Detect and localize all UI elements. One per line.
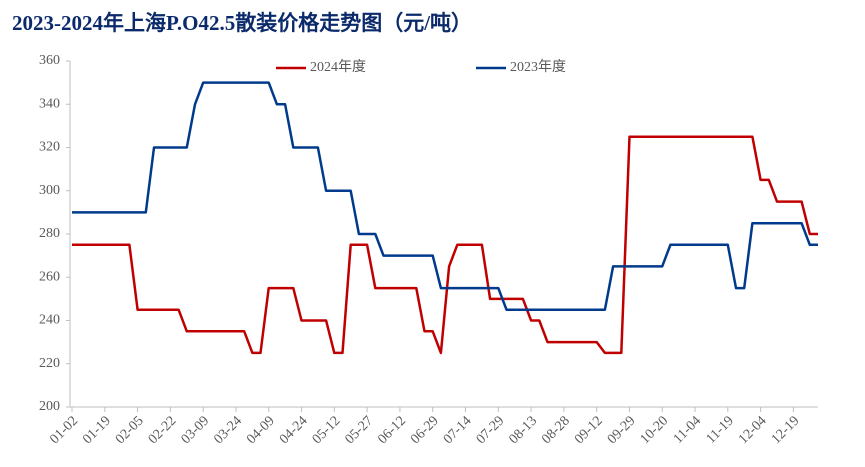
x-tick-label: 03-24 — [211, 413, 245, 447]
x-tick-label: 01-19 — [80, 413, 114, 447]
x-tick-label: 07-14 — [441, 413, 475, 447]
y-tick-label: 320 — [39, 140, 60, 155]
x-tick-label: 12-19 — [769, 413, 803, 447]
x-tick-label: 09-29 — [605, 413, 639, 447]
y-tick-label: 260 — [39, 269, 60, 284]
x-tick-label: 10-20 — [638, 413, 672, 447]
x-tick-label: 11-19 — [704, 413, 737, 446]
y-tick-label: 220 — [39, 356, 60, 371]
y-tick-label: 200 — [39, 399, 60, 414]
x-tick-label: 01-02 — [47, 413, 81, 447]
series-line — [72, 81, 818, 311]
x-tick-label: 09-12 — [572, 413, 606, 447]
x-tick-label: 08-28 — [539, 413, 573, 447]
series-line — [72, 135, 818, 355]
x-tick-label: 02-22 — [146, 413, 180, 447]
x-tick-label: 04-24 — [277, 413, 311, 447]
y-tick-label: 280 — [39, 226, 60, 241]
legend-label: 2024年度 — [310, 59, 366, 75]
x-tick-label: 06-29 — [408, 413, 442, 447]
x-tick-label: 11-04 — [671, 413, 704, 446]
x-tick-label: 12-04 — [736, 413, 770, 447]
x-tick-label: 05-12 — [310, 413, 344, 447]
x-tick-label: 03-09 — [179, 413, 213, 447]
x-tick-label: 04-09 — [244, 413, 278, 447]
y-tick-label: 300 — [39, 183, 60, 198]
x-tick-label: 08-13 — [506, 413, 540, 447]
y-tick-label: 360 — [39, 53, 60, 68]
x-tick-label: 02-05 — [113, 413, 147, 447]
chart-title: 2023-2024年上海P.O42.5散装价格走势图（元/吨） — [12, 11, 472, 35]
x-tick-label: 06-12 — [375, 413, 409, 447]
legend-label: 2023年度 — [510, 59, 566, 75]
y-tick-label: 340 — [39, 96, 60, 111]
x-tick-label: 07-29 — [474, 413, 508, 447]
x-tick-label: 05-27 — [343, 413, 377, 447]
y-tick-label: 240 — [39, 313, 60, 328]
